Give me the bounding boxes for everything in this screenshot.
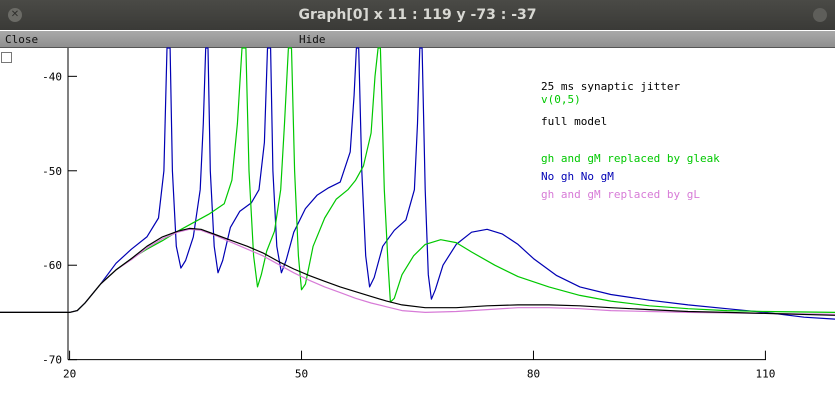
legend-gl: gh and gM replaced by gL [541, 188, 700, 201]
graph-checkbox[interactable] [1, 52, 12, 63]
window-titlebar[interactable]: ✕ Graph[0] x 11 : 119 y -73 : -37 [0, 0, 835, 30]
series-line-v-0-5 [0, 47, 835, 313]
y-tick-label: -60 [42, 259, 62, 272]
y-tick-label: -50 [42, 165, 62, 178]
x-tick-label: 80 [527, 368, 540, 381]
x-tick-label: 20 [63, 368, 76, 381]
series-line-no-gh-no-gm [0, 47, 835, 320]
legend-full: full model [541, 115, 607, 128]
hide-menu-item[interactable]: Hide [299, 33, 326, 46]
close-menu-item[interactable]: Close [5, 33, 39, 46]
legend: 25 ms synaptic jitter v(0,5) full model … [541, 80, 720, 201]
series-line-gh-and-gm-replaced-by-gl [0, 228, 835, 315]
x-tick-label: 110 [755, 368, 775, 381]
menu-bar: Close Hide [0, 31, 835, 48]
close-icon[interactable]: ✕ [8, 8, 22, 22]
series-line-full-model [0, 227, 835, 316]
legend-v: v(0,5) [541, 93, 581, 106]
maximize-icon[interactable] [813, 8, 827, 22]
x-tick-label: 50 [295, 368, 308, 381]
y-tick-label: -70 [42, 354, 62, 367]
y-tick-label: -40 [42, 70, 62, 83]
series-layer [0, 47, 835, 320]
legend-nogh: No gh No gM [541, 170, 614, 183]
legend-jitter: 25 ms synaptic jitter [541, 80, 680, 93]
window-title: Graph[0] x 11 : 119 y -73 : -37 [298, 7, 537, 23]
legend-gleak: gh and gM replaced by gleak [541, 152, 720, 165]
axes: 20 50 80 110 -40 -50 -60 -70 [42, 48, 775, 381]
